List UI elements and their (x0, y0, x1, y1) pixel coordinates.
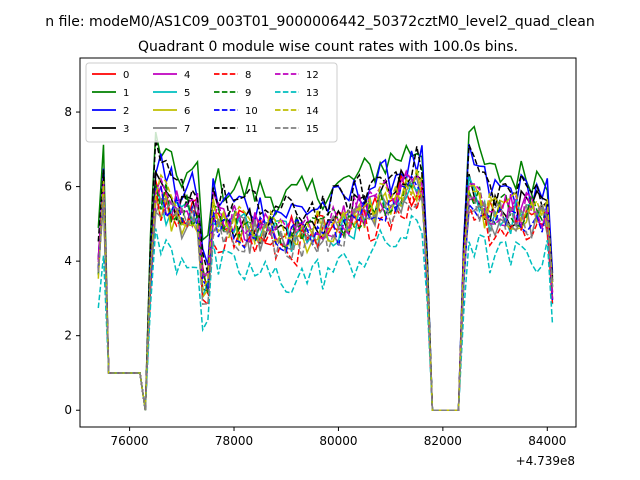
legend-box (85, 62, 338, 143)
legend-label-14: 14 (306, 106, 319, 117)
plot-area (97, 125, 554, 411)
legend-label-13: 13 (306, 88, 319, 99)
legend-label-11: 11 (245, 124, 258, 135)
legend-label-5: 5 (184, 88, 190, 99)
legend-label-1: 1 (123, 88, 129, 99)
series-line-1 (97, 125, 554, 411)
chart-title: Quadrant 0 module wise count rates with … (138, 39, 518, 55)
plot-frame (79, 57, 577, 428)
legend-label-10: 10 (245, 106, 258, 117)
series-line-9 (97, 165, 554, 411)
x-tick-label: 80000 (319, 434, 357, 448)
series-line-11 (97, 139, 554, 411)
y-tick-label: 4 (64, 254, 72, 268)
series-layer (97, 125, 554, 411)
legend-label-6: 6 (184, 106, 190, 117)
x-tick-label: 82000 (424, 434, 462, 448)
x-axis: 76000 78000 80000 82000 84000 (111, 427, 566, 448)
series-line-15 (97, 193, 554, 411)
y-tick-label: 8 (64, 105, 72, 119)
y-tick-label: 2 (64, 329, 72, 343)
legend-label-15: 15 (306, 124, 319, 135)
legend-label-8: 8 (245, 70, 251, 81)
y-tick-label: 0 (64, 403, 72, 417)
legend-label-0: 0 (123, 70, 129, 81)
legend-label-2: 2 (123, 106, 129, 117)
figure-suptitle: n file: modeM0/AS1C09_003T01_9000006442_… (45, 14, 594, 30)
y-tick-label: 6 (64, 180, 72, 194)
x-tick-label: 78000 (215, 434, 253, 448)
legend-label-7: 7 (184, 124, 190, 135)
y-axis: 0 2 4 6 8 (64, 105, 80, 417)
legend-label-4: 4 (184, 70, 190, 81)
series-line-8 (97, 186, 554, 411)
legend-label-3: 3 (123, 124, 129, 135)
x-offset-label: +4.739e8 (516, 454, 575, 468)
series-line-13 (97, 214, 554, 411)
legend-label-12: 12 (306, 70, 319, 81)
x-tick-label: 84000 (528, 434, 566, 448)
series-line-10 (97, 174, 554, 411)
legend-label-9: 9 (245, 88, 251, 99)
series-line-14 (97, 168, 554, 411)
x-tick-label: 76000 (111, 434, 149, 448)
